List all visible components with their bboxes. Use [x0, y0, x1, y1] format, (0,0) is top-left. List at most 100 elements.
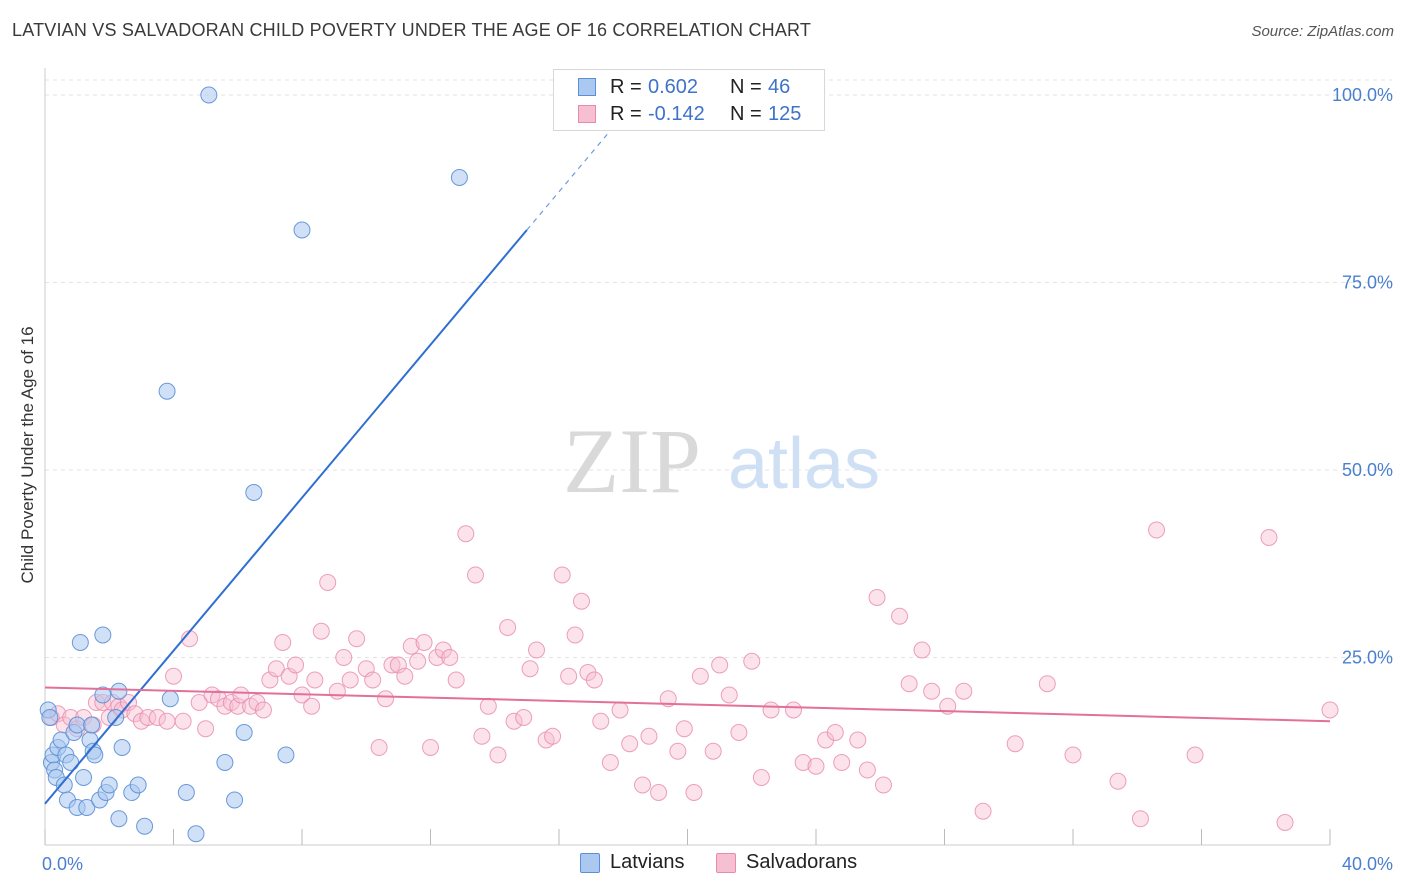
latvian-point: [75, 769, 93, 786]
salvadoran-point: [287, 656, 305, 674]
salvadoran-point: [560, 667, 578, 685]
salvadoran-point: [348, 630, 366, 648]
salvadoran-point: [457, 525, 475, 543]
salvadoran-point: [621, 735, 639, 753]
salvadoran-point: [833, 754, 851, 771]
latvian-point: [113, 739, 131, 756]
correlation-legend: R = 0.602 N = 46 R = -0.142 N = 125: [553, 69, 825, 131]
chart-title: LATVIAN VS SALVADORAN CHILD POVERTY UNDE…: [12, 20, 812, 40]
salvadoran-point: [274, 634, 292, 651]
legend-item-salvadorans[interactable]: Salvadorans: [716, 851, 857, 874]
salvadoran-point: [139, 709, 157, 726]
latvian-legend-swatch: [580, 852, 600, 873]
salvadoran-point: [528, 641, 546, 659]
latvian-point: [450, 169, 468, 186]
series-legend: Latvians Salvadorans: [0, 851, 1406, 877]
salvadoran-point: [743, 652, 761, 670]
salvadoran-point: [592, 712, 610, 730]
salvadoran-point: [466, 566, 484, 584]
salvadoran-point: [634, 776, 652, 794]
salvadoran-point: [785, 701, 803, 719]
salvadoran-point: [409, 652, 427, 670]
latvian-point: [129, 776, 147, 794]
y-tick-label: 100.0%: [1332, 85, 1393, 105]
salvadoran-point: [422, 739, 439, 756]
latvian-point: [177, 784, 195, 801]
latvian-point: [226, 791, 244, 809]
y-tick-label: 50.0%: [1342, 460, 1393, 480]
salvadoran-point: [691, 667, 709, 685]
x-tick-label: 40.0%: [1342, 854, 1393, 874]
n-label: N =: [730, 102, 762, 125]
salvadoran-point: [499, 619, 517, 636]
legend-row-latvians: R = 0.602 N = 46: [578, 73, 808, 101]
latvian-point: [78, 799, 96, 816]
salvadoran-point: [158, 712, 176, 730]
salvadoran-point: [711, 656, 729, 674]
salvadoran-point: [720, 686, 738, 704]
salvadoran-point: [148, 709, 166, 726]
salvadoran-point: [849, 731, 867, 749]
y-tick-label: 75.0%: [1342, 273, 1393, 293]
r-label: R =: [610, 102, 642, 125]
latvian-legend-label: Latvians: [610, 851, 685, 873]
salvadoran-point: [955, 682, 973, 700]
latvian-point: [216, 754, 234, 771]
watermark-zip: ZIP: [563, 410, 701, 512]
latvian-point: [100, 776, 118, 794]
watermark-atlas: atlas: [728, 424, 880, 504]
salvadoran-point: [370, 739, 388, 756]
salvadoran-point: [402, 637, 420, 655]
salvadoran-point: [312, 622, 330, 640]
n-label: N =: [730, 75, 762, 98]
grid-lines: [45, 79, 1392, 658]
salvadoran-point: [1131, 810, 1149, 828]
n-value: 46: [768, 75, 791, 98]
legend-item-latvians[interactable]: Latvians: [580, 851, 685, 874]
x-tick-label: 0.0%: [42, 854, 83, 874]
salvadoran-point: [328, 682, 346, 700]
salvadoran-point: [544, 727, 562, 745]
salvadoran-point: [762, 701, 780, 719]
n-value: 125: [768, 102, 802, 125]
salvadoran-point: [1038, 675, 1056, 693]
latvian-point: [200, 86, 218, 104]
salvadoran-point: [553, 566, 571, 584]
salvadoran-point: [383, 656, 401, 674]
salvadoran-point: [229, 697, 247, 715]
salvadoran-point: [566, 626, 584, 644]
latvian-point: [158, 382, 176, 400]
salvadoran-point: [190, 694, 208, 711]
salvadoran-point: [675, 720, 693, 738]
salvadoran-point: [611, 701, 629, 719]
salvadoran-point: [479, 697, 497, 715]
salvadoran-point: [441, 649, 459, 666]
salvadoran-point: [891, 607, 909, 625]
salvadoran-point: [1109, 772, 1127, 790]
salvadoran-point: [232, 686, 250, 704]
salvadoran-point: [669, 742, 687, 760]
salvadoran-point: [1186, 746, 1204, 764]
latvian-point: [235, 724, 253, 741]
latvian-point: [277, 746, 295, 764]
salvadoran-point: [868, 589, 886, 606]
latvian-point: [94, 626, 112, 644]
salvadoran-point: [650, 784, 668, 801]
salvadoran-point: [377, 690, 395, 708]
r-value: -0.142: [648, 102, 705, 125]
salvadoran-point: [364, 671, 382, 689]
latvian-point: [86, 746, 104, 764]
salvadoran-point: [900, 675, 918, 693]
salvadoran-trend-line: [44, 686, 1331, 723]
salvadoran-point: [515, 709, 533, 726]
salvadoran-point: [335, 649, 353, 666]
latvian-point: [62, 754, 80, 771]
latvian-point: [110, 810, 128, 828]
salvadoran-point: [505, 712, 523, 730]
salvadoran-point: [572, 592, 590, 610]
salvadoran-point: [685, 784, 703, 801]
salvadoran-point: [858, 761, 876, 779]
latvian-point: [83, 716, 101, 734]
salvadoran-point: [874, 776, 892, 794]
